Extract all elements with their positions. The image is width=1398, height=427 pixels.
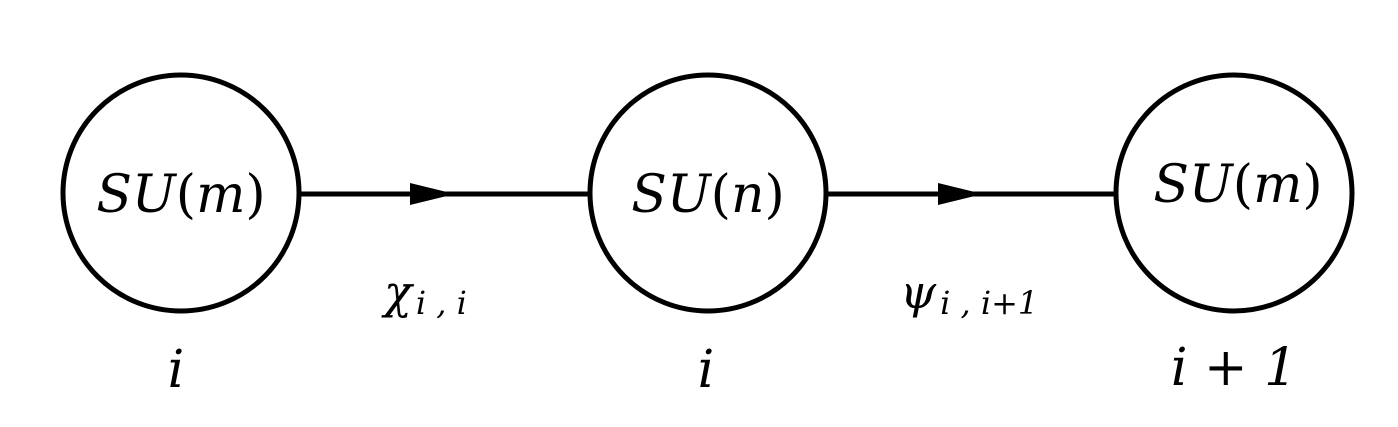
arrowhead-icon [938, 183, 983, 205]
node-label: SU(m) [96, 165, 265, 225]
node-circle [587, 72, 829, 314]
node-index: i + 1 [1171, 338, 1297, 398]
arrowhead-icon [410, 183, 455, 205]
node-circle [60, 72, 302, 314]
node-index: i [168, 340, 185, 400]
node-label: SU(m) [1153, 155, 1322, 215]
node-index: i [698, 340, 715, 400]
node-su-m-left: SU(m) i [60, 72, 302, 400]
node-su-n-center: SU(n) i [587, 72, 829, 400]
node-circle [1113, 72, 1355, 314]
node-label: SU(n) [631, 165, 785, 225]
node-su-m-right: SU(m) i + 1 [1113, 72, 1355, 398]
